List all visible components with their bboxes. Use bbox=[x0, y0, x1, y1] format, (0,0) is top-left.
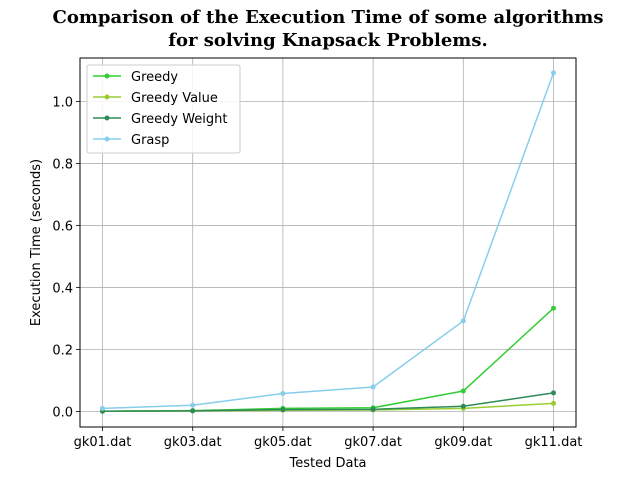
axis-ticks: gk01.dat gk03.dat gk05.dat gk07.dat gk09.dat… bbox=[52, 95, 582, 450]
y-tick-label: 0.8 bbox=[52, 157, 73, 172]
y-tick-label: 1.0 bbox=[52, 95, 73, 110]
x-tick-label: gk07.dat bbox=[344, 435, 402, 450]
data-point-greedy-weight bbox=[190, 408, 196, 414]
data-point-grasp bbox=[460, 318, 466, 324]
legend: Greedy Greedy Value Greedy Weight Grasp bbox=[86, 64, 241, 154]
chart-title-line2: for solving Knapsack Problems. bbox=[168, 30, 488, 51]
data-point-grasp bbox=[280, 391, 286, 397]
series-line-greedy-weight bbox=[102, 392, 554, 412]
x-tick-label: gk11.dat bbox=[525, 435, 583, 450]
data-point-greedy bbox=[460, 388, 466, 394]
data-point-greedy-weight bbox=[460, 403, 466, 409]
series-lines bbox=[100, 70, 556, 414]
y-tick-label: 0.0 bbox=[52, 405, 73, 420]
legend-swatch-marker bbox=[104, 136, 110, 142]
series-grasp bbox=[100, 70, 556, 411]
series-line-grasp bbox=[102, 72, 555, 410]
legend-label: Greedy Value bbox=[131, 91, 218, 106]
legend-swatch-marker bbox=[104, 94, 110, 100]
series-greedy-weight bbox=[100, 390, 556, 414]
chart-title-line1: Comparison of the Execution Time of some… bbox=[53, 7, 604, 28]
y-tick-label: 0.6 bbox=[52, 219, 73, 234]
y-tick-label: 0.2 bbox=[52, 343, 73, 358]
plot-area-frame bbox=[79, 57, 577, 428]
series-greedy bbox=[100, 305, 556, 414]
data-point-grasp bbox=[190, 402, 196, 408]
series-line-greedy bbox=[102, 307, 555, 412]
legend-swatch-marker bbox=[104, 73, 110, 79]
legend-label: Greedy bbox=[131, 70, 178, 85]
data-point-greedy-weight bbox=[280, 407, 286, 413]
legend-label: Greedy Weight bbox=[131, 112, 228, 127]
x-tick-label: gk05.dat bbox=[254, 435, 312, 450]
y-axis-label: Execution Time (seconds) bbox=[29, 159, 44, 326]
legend-label: Grasp bbox=[131, 133, 169, 148]
data-point-grasp bbox=[370, 384, 376, 390]
legend-swatch-marker bbox=[104, 115, 110, 121]
data-point-grasp bbox=[100, 405, 105, 411]
data-point-greedy bbox=[551, 305, 556, 311]
data-point-greedy-weight bbox=[551, 390, 556, 396]
y-tick-label: 0.4 bbox=[52, 281, 73, 296]
data-point-greedy-value bbox=[551, 400, 556, 406]
x-tick-label: gk09.dat bbox=[434, 435, 492, 450]
legend-frame bbox=[86, 64, 241, 154]
data-point-grasp bbox=[551, 70, 556, 76]
x-axis-label: Tested Data bbox=[288, 456, 366, 471]
data-point-greedy-weight bbox=[370, 406, 376, 412]
x-tick-label: gk01.dat bbox=[74, 435, 132, 450]
x-tick-label: gk03.dat bbox=[164, 435, 222, 450]
